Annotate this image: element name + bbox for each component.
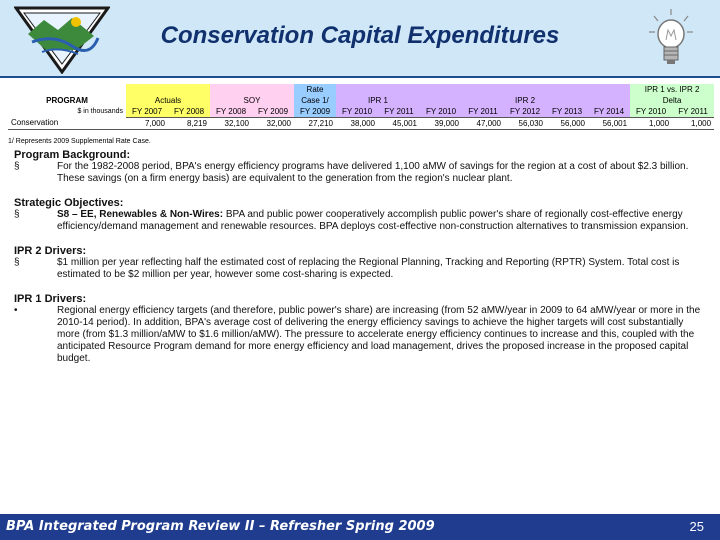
year-cell: FY 2010 bbox=[336, 106, 378, 118]
table-year-row: $ in thousands FY 2007 FY 2008 FY 2008 F… bbox=[8, 106, 715, 118]
budget-table: Rate IPR 1 vs. IPR 2 PROGRAM Actuals SOY… bbox=[8, 84, 715, 130]
page-title: Conservation Capital Expenditures bbox=[160, 22, 560, 49]
year-cell: FY 2008 bbox=[168, 106, 210, 118]
year-cell: FY 2009 bbox=[294, 106, 336, 118]
value-cell: 32,000 bbox=[252, 117, 294, 130]
value-cell: 1,000 bbox=[672, 117, 715, 130]
value-cell: 32,100 bbox=[210, 117, 252, 130]
bullet-text: $1 million per year reflecting half the … bbox=[57, 257, 680, 280]
year-cell: FY 2010 bbox=[630, 106, 673, 118]
value-cell: 56,000 bbox=[546, 117, 588, 130]
lightbulb-icon bbox=[649, 9, 693, 64]
value-cell: 39,000 bbox=[420, 117, 462, 130]
header-soy: SOY bbox=[210, 95, 294, 106]
year-cell: FY 2007 bbox=[126, 106, 168, 118]
page-number: 25 bbox=[689, 519, 704, 534]
section-heading-ipr1: IPR 1 Drivers: bbox=[14, 293, 87, 305]
slide-header: Conservation Capital Expenditures bbox=[0, 0, 720, 78]
header-actuals: Actuals bbox=[126, 95, 210, 106]
bullet-text: Regional energy efficiency targets (and … bbox=[57, 305, 701, 364]
bullet-item: § For the 1982-2008 period, BPA's energy… bbox=[14, 161, 704, 185]
value-cell: 1,000 bbox=[630, 117, 673, 130]
header-rate-case-line2: Case 1/ bbox=[294, 95, 336, 106]
header-ipr1: IPR 1 bbox=[336, 95, 420, 106]
bullet-marker: § bbox=[14, 257, 20, 268]
header-ipr1-spacer bbox=[336, 84, 420, 95]
value-cell: 8,219 bbox=[168, 117, 210, 130]
section-heading-ipr2: IPR 2 Drivers: bbox=[14, 245, 87, 257]
bullet-lead: S8 – EE, Renewables & Non-Wires: bbox=[57, 209, 224, 220]
header-delta-line2: Delta bbox=[630, 95, 715, 106]
year-cell: FY 2011 bbox=[378, 106, 420, 118]
bullet-marker: § bbox=[14, 209, 20, 220]
slide-body: Program Background: § For the 1982-2008 … bbox=[14, 149, 704, 365]
bullet-text: BPA and public power cooperatively accom… bbox=[57, 209, 689, 232]
year-cell: FY 2011 bbox=[672, 106, 715, 118]
header-ipr2-spacer bbox=[420, 84, 631, 95]
header-ipr2: IPR 2 bbox=[420, 95, 631, 106]
table-group-row: PROGRAM Actuals SOY Case 1/ IPR 1 IPR 2 … bbox=[8, 95, 715, 106]
value-cell: 56,001 bbox=[588, 117, 631, 130]
table-row: Conservation 7,000 8,219 32,100 32,000 2… bbox=[8, 117, 715, 130]
program-header-spacer bbox=[8, 84, 126, 95]
bullet-marker: § bbox=[14, 161, 20, 172]
bpa-logo-icon bbox=[14, 6, 110, 74]
header-delta-line1: IPR 1 vs. IPR 2 bbox=[630, 84, 715, 95]
year-cell: FY 2010 bbox=[420, 106, 462, 118]
table-group-row: Rate IPR 1 vs. IPR 2 bbox=[8, 84, 715, 95]
row-label-conservation: Conservation bbox=[8, 117, 126, 130]
program-header: PROGRAM bbox=[46, 95, 88, 105]
value-cell: 7,000 bbox=[126, 117, 168, 130]
header-rate-case-line1: Rate bbox=[294, 84, 336, 95]
year-cell: FY 2013 bbox=[546, 106, 588, 118]
slide-footer: BPA Integrated Program Review II – Refre… bbox=[0, 514, 720, 540]
year-cell: FY 2014 bbox=[588, 106, 631, 118]
bullet-text: For the 1982-2008 period, BPA's energy e… bbox=[57, 161, 689, 184]
value-cell: 45,001 bbox=[378, 117, 420, 130]
year-cell: FY 2009 bbox=[252, 106, 294, 118]
year-cell: FY 2008 bbox=[210, 106, 252, 118]
bullet-item: § $1 million per year reflecting half th… bbox=[14, 257, 704, 281]
value-cell: 27,210 bbox=[294, 117, 336, 130]
section-heading-background: Program Background: bbox=[14, 149, 131, 161]
section-heading-strategic: Strategic Objectives: bbox=[14, 197, 124, 209]
value-cell: 38,000 bbox=[336, 117, 378, 130]
header-actuals-spacer bbox=[126, 84, 210, 95]
year-cell: FY 2011 bbox=[462, 106, 504, 118]
value-cell: 56,030 bbox=[504, 117, 546, 130]
footer-title: BPA Integrated Program Review II – Refre… bbox=[6, 519, 435, 534]
bullet-item: • Regional energy efficiency targets (an… bbox=[14, 305, 704, 365]
table-footnote: 1/ Represents 2009 Supplemental Rate Cas… bbox=[8, 138, 151, 145]
units-label: $ in thousands bbox=[77, 107, 123, 115]
year-cell: FY 2012 bbox=[504, 106, 546, 118]
value-cell: 47,000 bbox=[462, 117, 504, 130]
header-soy-spacer bbox=[210, 84, 294, 95]
bullet-item: § S8 – EE, Renewables & Non-Wires: BPA a… bbox=[14, 209, 704, 233]
bullet-marker: • bbox=[14, 305, 18, 316]
